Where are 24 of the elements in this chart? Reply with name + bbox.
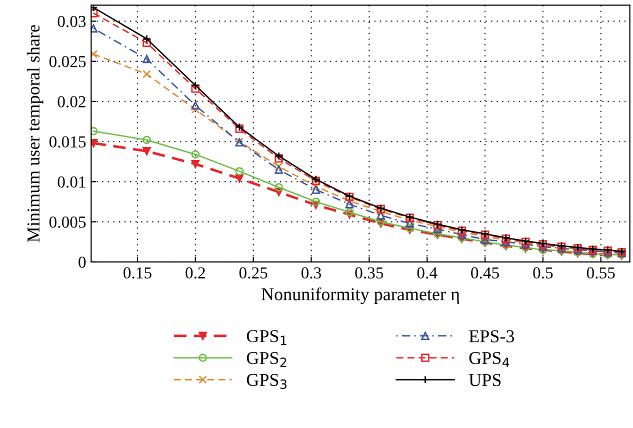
x-tick-label: 0.45 — [471, 267, 499, 279]
legend-label: UPS — [468, 374, 501, 386]
x-tick-label: 0.35 — [355, 267, 384, 279]
x-tick-label: 0.15 — [124, 267, 152, 279]
x-tick-label: 0.4 — [417, 267, 438, 279]
x-tick-label: 0.55 — [586, 267, 615, 279]
x-axis-title: Nonuniformity parameter η — [262, 287, 460, 304]
y-tick-label: 0 — [78, 256, 86, 268]
x-tick-label: 0.25 — [239, 267, 268, 279]
legend-label: GPS$_{4}$ — [469, 352, 510, 367]
y-tick-label: 0.02 — [58, 96, 86, 108]
x-tick-label: 0.3 — [301, 267, 322, 279]
y-axis-title: Minimum user temporal share — [26, 25, 44, 242]
legend-label: GPS$_{2}$ — [246, 352, 286, 367]
y-tick-label: 0.015 — [49, 136, 86, 148]
legend-label: EPS-3 — [469, 330, 514, 342]
legend-label: GPS$_{3}$ — [246, 374, 286, 389]
y-tick-label: 0.025 — [49, 56, 86, 68]
x-tick-label: 0.5 — [533, 267, 553, 279]
y-tick-label: 0.01 — [58, 176, 86, 188]
y-tick-label: 0.03 — [58, 16, 86, 28]
legend-label: GPS$_{1}$ — [246, 330, 286, 346]
x-tick-label: 0.2 — [186, 267, 205, 279]
y-tick-label: 0.005 — [49, 216, 86, 228]
